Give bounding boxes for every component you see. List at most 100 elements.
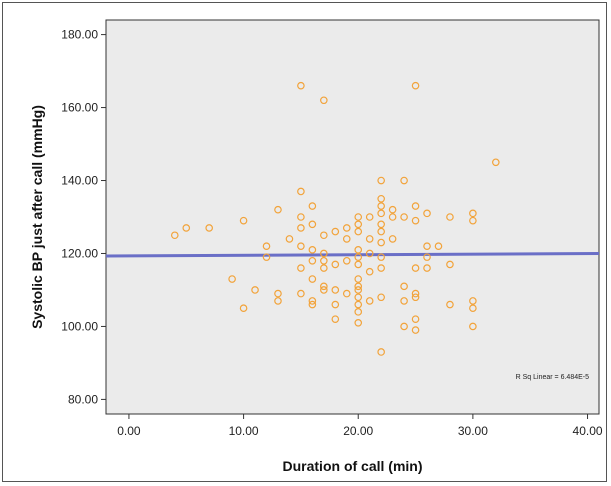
data-point [297, 289, 305, 298]
data-point [354, 253, 363, 261]
data-point [377, 202, 385, 210]
data-point [182, 224, 191, 232]
data-point [297, 81, 305, 90]
data-point [377, 220, 385, 229]
data-point [251, 286, 259, 294]
data-point [274, 289, 282, 298]
data-point [469, 209, 477, 218]
data-point [342, 289, 351, 298]
y-tick-label: 80.00 [68, 392, 98, 406]
x-axis-title: Duration of call (min) [283, 458, 423, 474]
data-point [354, 318, 363, 327]
data-point [446, 213, 454, 221]
y-tick-label: 140.00 [61, 174, 98, 188]
x-tick-label: 0.00 [117, 424, 141, 438]
data-point [469, 304, 477, 313]
data-point [308, 256, 317, 265]
y-tick-label: 100.00 [61, 319, 98, 333]
data-point [320, 249, 328, 258]
data-point [411, 326, 420, 334]
x-tick-label: 40.00 [573, 424, 603, 438]
data-point [274, 297, 282, 305]
data-point [377, 348, 385, 356]
data-point [434, 242, 443, 250]
data-point [331, 300, 340, 309]
data-point [308, 202, 317, 210]
y-tick-label: 160.00 [61, 101, 98, 115]
data-point [400, 322, 408, 331]
data-point [365, 267, 374, 276]
data-point [308, 246, 317, 254]
data-point [239, 304, 248, 313]
x-tick-label: 20.00 [343, 424, 373, 438]
data-point [308, 300, 317, 309]
data-point [377, 293, 385, 302]
data-points [170, 81, 500, 356]
data-point [400, 213, 408, 221]
fit-line-group [105, 251, 600, 258]
data-point [365, 249, 374, 258]
data-point [377, 238, 385, 247]
x-tick-label: 10.00 [229, 424, 259, 438]
data-point [308, 297, 317, 305]
x-tick-label: 30.00 [458, 424, 488, 438]
data-point [446, 260, 454, 269]
data-point [400, 282, 408, 291]
data-point [320, 96, 328, 105]
data-point [262, 253, 271, 261]
y-tick-label: 120.00 [61, 246, 98, 260]
y-tick-label: 180.00 [61, 28, 98, 42]
data-point [205, 224, 213, 232]
data-point [377, 264, 385, 272]
data-point [411, 289, 420, 298]
data-point [377, 227, 385, 236]
data-point [331, 286, 340, 294]
data-point [342, 235, 351, 243]
data-point [423, 253, 431, 261]
data-point [297, 264, 305, 272]
data-point [342, 224, 351, 232]
plot-area [105, 19, 600, 415]
data-point [308, 275, 317, 283]
fit-line [105, 251, 600, 258]
axis-ticks: 80.00 100.00 120.00 140.00 160.00 180.00 0.00 1… [61, 28, 603, 438]
data-point [297, 224, 305, 232]
data-point [354, 220, 363, 229]
data-point [331, 227, 340, 236]
data-point [365, 235, 374, 243]
data-point [446, 300, 454, 309]
data-point [411, 216, 420, 225]
data-point [469, 322, 477, 331]
data-point [423, 242, 431, 250]
data-point [354, 213, 363, 221]
data-point [411, 264, 420, 272]
data-point [469, 297, 477, 305]
data-point [320, 286, 328, 294]
data-point [377, 194, 385, 203]
data-point [342, 256, 351, 265]
data-point [308, 220, 317, 229]
data-point [377, 209, 385, 218]
data-point [411, 81, 420, 90]
data-point [354, 275, 363, 283]
data-point [320, 264, 328, 272]
data-point [354, 293, 363, 302]
data-point [377, 176, 385, 185]
data-point [354, 286, 363, 294]
data-point [411, 293, 420, 302]
data-point [274, 205, 282, 214]
data-point [170, 231, 179, 240]
data-point [354, 308, 363, 316]
data-point [365, 297, 374, 305]
data-point [331, 260, 340, 269]
data-point [388, 235, 397, 243]
scatter-chart: 80.00 100.00 120.00 140.00 160.00 180.00 0.00 1… [29, 19, 603, 474]
data-point [297, 213, 305, 221]
data-point [297, 242, 305, 250]
data-point [285, 235, 294, 243]
y-axis-title: Systolic BP just after call (mmHg) [29, 105, 45, 329]
data-point [365, 213, 374, 221]
data-point [492, 158, 500, 167]
data-point [262, 242, 271, 250]
data-point [388, 213, 397, 221]
